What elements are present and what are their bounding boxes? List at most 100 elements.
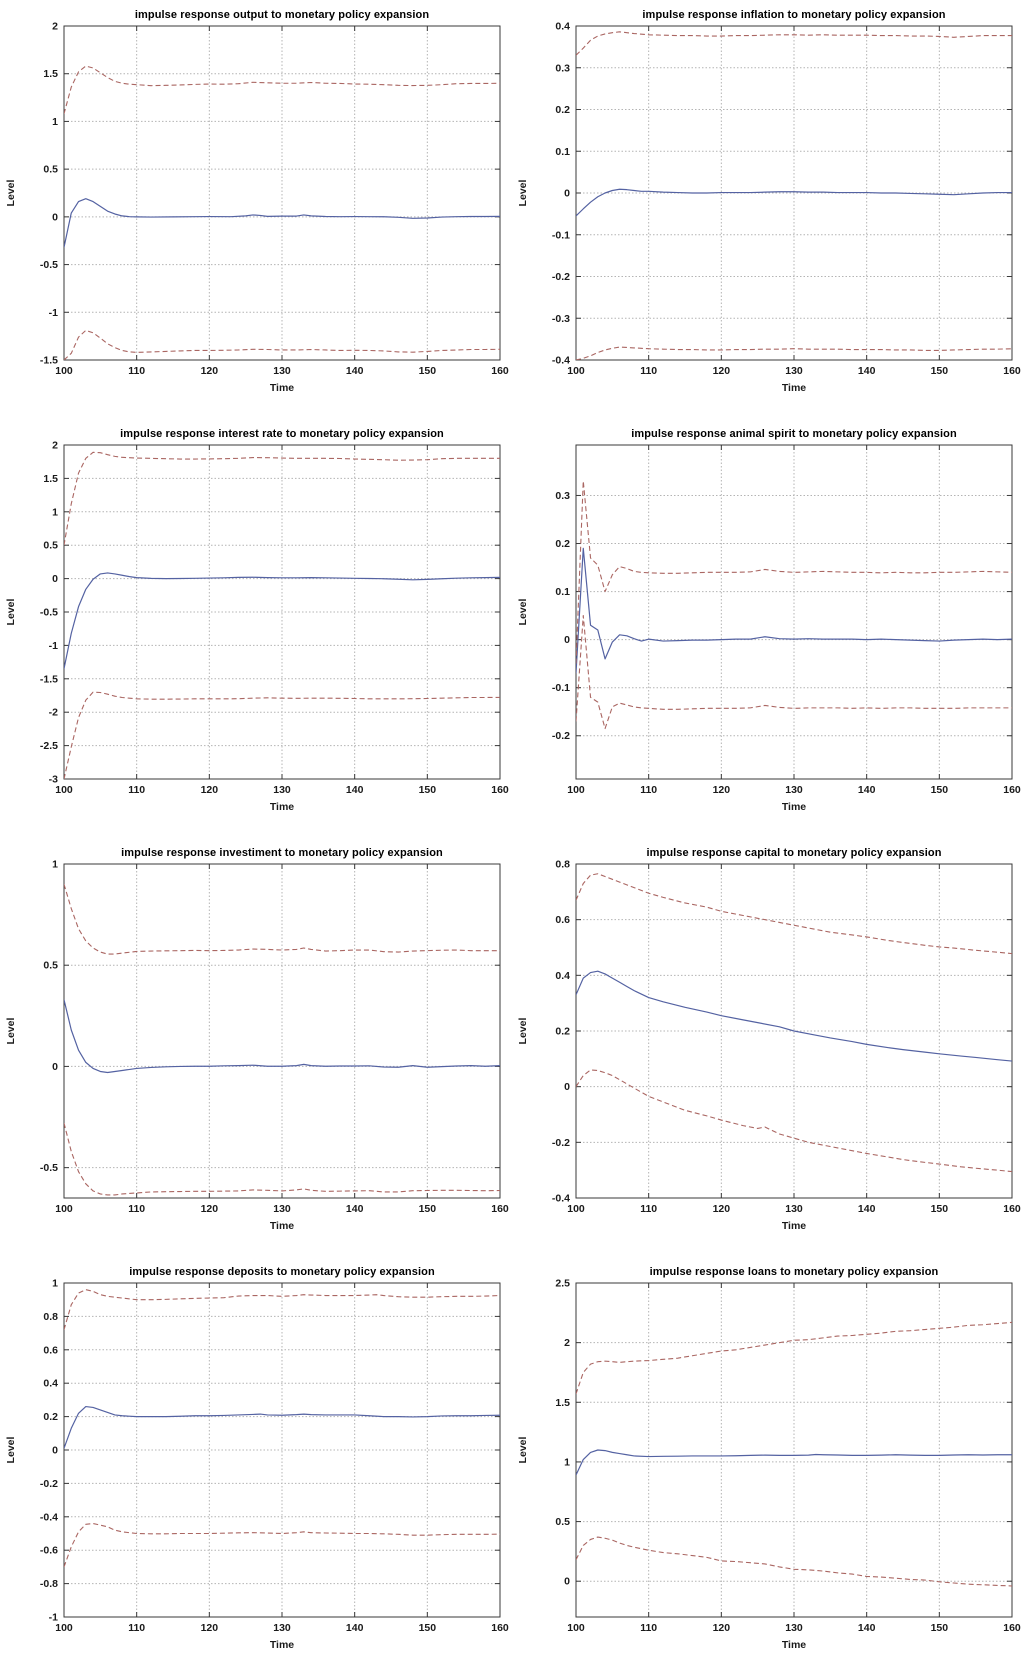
svg-text:140: 140 <box>858 784 876 796</box>
svg-text:110: 110 <box>640 365 657 377</box>
svg-text:Level: Level <box>517 179 529 206</box>
svg-text:140: 140 <box>346 1622 364 1634</box>
svg-text:-0.2: -0.2 <box>552 1137 570 1149</box>
svg-text:150: 150 <box>931 1622 949 1634</box>
svg-text:-1: -1 <box>49 307 58 319</box>
chart-investiment: 100 110 120 130 140 150 160 -0.5 0 0.5 1 Time Level … <box>0 838 512 1257</box>
svg-text:0.6: 0.6 <box>43 1344 58 1356</box>
svg-text:0.2: 0.2 <box>555 1026 570 1038</box>
svg-text:-0.1: -0.1 <box>552 682 570 694</box>
svg-text:140: 140 <box>346 1203 364 1215</box>
svg-text:-0.1: -0.1 <box>552 229 570 241</box>
svg-text:Time: Time <box>270 1220 294 1232</box>
svg-text:2: 2 <box>564 1337 570 1349</box>
svg-text:120: 120 <box>201 365 219 377</box>
svg-text:130: 130 <box>785 784 803 796</box>
svg-text:160: 160 <box>1003 784 1021 796</box>
svg-text:0: 0 <box>52 573 58 585</box>
svg-text:130: 130 <box>273 1622 291 1634</box>
svg-text:2.5: 2.5 <box>555 1278 570 1290</box>
svg-text:Level: Level <box>5 179 17 206</box>
svg-text:0.8: 0.8 <box>43 1311 58 1323</box>
svg-text:110: 110 <box>128 1203 145 1215</box>
svg-text:140: 140 <box>346 365 364 377</box>
svg-text:0: 0 <box>564 188 570 200</box>
svg-text:120: 120 <box>713 784 731 796</box>
svg-text:0: 0 <box>564 1081 570 1093</box>
svg-text:160: 160 <box>491 1622 509 1634</box>
svg-text:Time: Time <box>270 1639 294 1651</box>
chart-interest-rate: 100 110 120 130 140 150 160 -3 -2.5 -2 -1.5 -1 -0.5 0… <box>0 419 512 838</box>
svg-text:Time: Time <box>782 382 806 394</box>
svg-text:130: 130 <box>785 1203 803 1215</box>
svg-text:100: 100 <box>55 1622 73 1634</box>
svg-text:110: 110 <box>128 784 145 796</box>
svg-text:160: 160 <box>1003 1622 1021 1634</box>
svg-text:-2: -2 <box>49 707 58 719</box>
svg-text:-0.4: -0.4 <box>40 1511 58 1523</box>
svg-text:Level: Level <box>5 1017 17 1044</box>
svg-text:0.4: 0.4 <box>555 970 570 982</box>
svg-text:-0.5: -0.5 <box>40 259 58 271</box>
chart-loans: 100 110 120 130 140 150 160 0 0.5 1 1.5 2 2.5 Time Lev… <box>512 1257 1024 1676</box>
svg-text:Time: Time <box>270 801 294 813</box>
svg-text:110: 110 <box>640 1622 657 1634</box>
svg-text:-0.4: -0.4 <box>552 355 570 367</box>
svg-text:0: 0 <box>52 211 58 223</box>
svg-text:0.8: 0.8 <box>555 859 570 871</box>
svg-text:Time: Time <box>782 801 806 813</box>
chart-inflation: 100 110 120 130 140 150 160 -0.4 -0.3 -0.2 -0.1 0 0.… <box>512 0 1024 419</box>
svg-text:0.3: 0.3 <box>555 490 570 502</box>
svg-text:160: 160 <box>491 365 509 377</box>
svg-text:150: 150 <box>419 1622 437 1634</box>
interest-rate-chart-canvas: 100 110 120 130 140 150 160-3-2.5-2-1.5-1-0.50… <box>5 440 509 814</box>
svg-text:-1: -1 <box>49 1612 58 1624</box>
svg-text:150: 150 <box>419 365 437 377</box>
svg-text:-0.5: -0.5 <box>40 1162 58 1174</box>
loans-chart-canvas: 100 110 120 130 140 150 160 0 0.5 1 1.5 2 2.5 Time Lev… <box>517 1278 1021 1652</box>
chart-capital: 100 110 120 130 140 150 160 -0.4 -0.2 0 0.2 0.4 0.6 0… <box>512 838 1024 1257</box>
svg-text:150: 150 <box>419 1203 437 1215</box>
svg-text:120: 120 <box>201 1203 219 1215</box>
svg-text:-3: -3 <box>49 774 58 786</box>
svg-text:140: 140 <box>858 1622 876 1634</box>
svg-text:100: 100 <box>567 784 585 796</box>
svg-text:110: 110 <box>128 365 145 377</box>
svg-text:120: 120 <box>201 784 219 796</box>
svg-text:150: 150 <box>419 784 437 796</box>
svg-text:160: 160 <box>491 1203 509 1215</box>
svg-text:0: 0 <box>564 1576 570 1588</box>
svg-text:-0.2: -0.2 <box>552 271 570 283</box>
chart-title-interest-rate: impulse response interest rate to moneta… <box>120 428 444 440</box>
svg-text:1: 1 <box>52 1278 58 1290</box>
chart-animal-spirit: 100 110 120 130 140 150 160 -0.2 -0.1 0 0.1 0.2 0.3 T… <box>512 419 1024 838</box>
svg-text:150: 150 <box>931 365 949 377</box>
svg-text:0.2: 0.2 <box>43 1411 58 1423</box>
svg-text:110: 110 <box>640 1203 657 1215</box>
svg-text:160: 160 <box>1003 365 1021 377</box>
svg-text:100: 100 <box>55 365 73 377</box>
svg-text:0.5: 0.5 <box>555 1516 570 1528</box>
svg-text:130: 130 <box>785 365 803 377</box>
svg-text:160: 160 <box>1003 1203 1021 1215</box>
svg-text:1.5: 1.5 <box>555 1397 570 1409</box>
svg-text:140: 140 <box>858 1203 876 1215</box>
svg-text:Level: Level <box>517 598 529 625</box>
svg-text:0.5: 0.5 <box>43 960 58 972</box>
svg-text:160: 160 <box>491 784 509 796</box>
svg-text:Level: Level <box>517 1017 529 1044</box>
svg-text:0: 0 <box>564 634 570 646</box>
svg-text:110: 110 <box>128 1622 145 1634</box>
svg-text:130: 130 <box>273 365 291 377</box>
svg-text:-0.2: -0.2 <box>552 730 570 742</box>
svg-text:1: 1 <box>52 506 58 518</box>
svg-text:100: 100 <box>567 1622 585 1634</box>
svg-text:-1.5: -1.5 <box>40 673 58 685</box>
svg-text:-2.5: -2.5 <box>40 740 58 752</box>
svg-text:-0.5: -0.5 <box>40 607 58 619</box>
svg-text:-0.2: -0.2 <box>40 1478 58 1490</box>
output-chart-canvas: 100 110 120 130 140 150 160 -1.5 -1 -0.5 0 0.5 1 1.5 2… <box>5 21 509 395</box>
svg-text:140: 140 <box>858 365 876 377</box>
svg-text:Time: Time <box>270 382 294 394</box>
chart-deposits: 100 110 120 130 140 150 160 -1 -0.8 -0.6 -0.4 -0.2 0… <box>0 1257 512 1676</box>
